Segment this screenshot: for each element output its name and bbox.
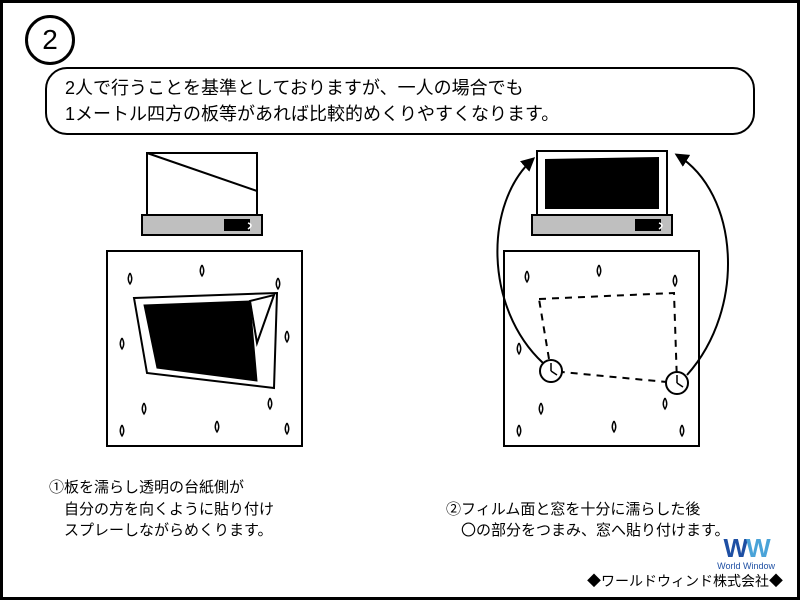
board-outline-right <box>504 251 699 446</box>
brand-logo: WW World Window <box>717 535 775 571</box>
instruction-callout: 2人で行うことを基準としておりますが、一人の場合でも 1メートル四方の板等があれ… <box>45 67 755 135</box>
step-number-badge: 2 <box>25 15 75 65</box>
panel-right: ②フィルム面と窓を十分に濡らした後 〇の部分をつまみ、窓へ貼り付けます。 <box>400 143 797 542</box>
logo-w1: W <box>724 533 747 563</box>
panel-left: ①板を濡らし透明の台紙側が 自分の方を向くように貼り付け スプレーしながらめくり… <box>3 143 400 542</box>
panel-left-figure <box>52 143 352 463</box>
film-black <box>144 301 257 381</box>
logo-subtext: World Window <box>717 561 775 571</box>
footer-company: ◆ワールドウィンド株式会社◆ <box>587 571 783 591</box>
logo-w2: W <box>746 533 769 563</box>
panel-left-caption: ①板を濡らし透明の台紙側が 自分の方を向くように貼り付け スプレーしながらめくり… <box>3 477 400 542</box>
panels-row: ①板を濡らし透明の台紙側が 自分の方を向くように貼り付け スプレーしながらめくり… <box>3 143 797 542</box>
arrow-right-icon <box>677 155 728 375</box>
water-drops-right <box>517 265 684 436</box>
callout-text: 2人で行うことを基準としておりますが、一人の場合でも 1メートル四方の板等があれ… <box>65 78 559 124</box>
step-number: 2 <box>42 24 58 56</box>
spray-bottle-icon <box>142 153 262 235</box>
car-window-icon <box>532 151 672 235</box>
panel-right-figure <box>429 143 769 463</box>
